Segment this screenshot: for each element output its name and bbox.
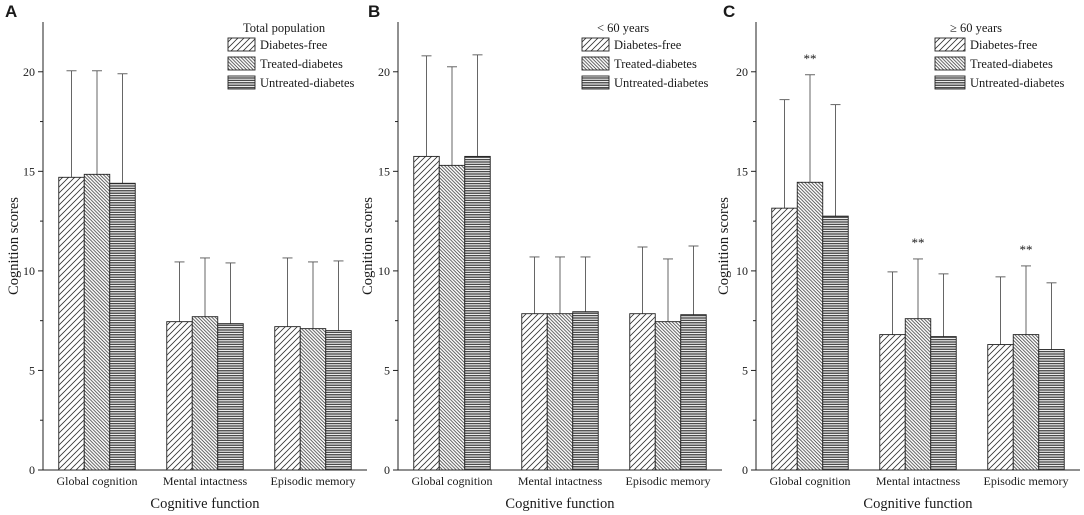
bar-diabetes-free [274, 326, 301, 471]
bar-treated-diabetes [83, 173, 111, 471]
bar-diabetes-free [771, 207, 798, 471]
legend-swatch [934, 56, 966, 71]
bar-treated-diabetes [546, 313, 574, 471]
legend-label: Treated-diabetes [260, 57, 343, 71]
bar-diabetes-free [987, 344, 1014, 471]
bar-treated-diabetes [654, 321, 682, 471]
bar-diabetes-free [166, 321, 193, 471]
bar-untreated-diabetes [822, 215, 849, 471]
x-axis-title: Cognitive function [150, 496, 260, 512]
bar-diabetes-free [413, 155, 440, 471]
legend-label: Diabetes-free [614, 38, 682, 52]
bar-treated-diabetes [191, 316, 219, 471]
x-category-label: Global cognition [57, 474, 138, 488]
legend-title: < 60 years [597, 21, 649, 35]
y-tick-label: 20 [736, 65, 748, 79]
x-category-label: Episodic memory [271, 474, 356, 488]
significance-marker: ** [804, 51, 817, 66]
y-tick-label: 5 [742, 363, 748, 377]
y-tick-label: 20 [23, 65, 35, 79]
bar-untreated-diabetes [572, 311, 599, 471]
bar-diabetes-free [58, 176, 85, 471]
y-tick-label: 0 [29, 463, 35, 477]
legend-label: Diabetes-free [970, 38, 1038, 52]
bar-untreated-diabetes [1038, 349, 1065, 471]
panel-letter: B [368, 2, 380, 21]
chart-panel-b: B 0 5 10 15 20 Global cognition Mental intactne… [360, 2, 722, 512]
bar-treated-diabetes [299, 328, 327, 471]
legend-label: Untreated-diabetes [614, 76, 709, 90]
x-category-label: Mental intactness [876, 474, 961, 488]
y-axis-title: Cognition scores [6, 197, 22, 295]
legend-label: Untreated-diabetes [970, 76, 1065, 90]
bar-diabetes-free [629, 313, 656, 471]
bar-treated-diabetes [1012, 334, 1040, 471]
y-tick-label: 5 [384, 363, 390, 377]
y-tick-label: 15 [378, 164, 390, 178]
x-category-label: Global cognition [770, 474, 851, 488]
legend-swatch [227, 56, 256, 71]
legend-swatch [581, 56, 610, 71]
y-tick-label: 0 [384, 463, 390, 477]
legend-swatch [227, 37, 256, 52]
y-tick-label: 15 [736, 164, 748, 178]
bar-untreated-diabetes [464, 155, 491, 471]
legend-label: Treated-diabetes [970, 57, 1053, 71]
y-tick-label: 0 [742, 463, 748, 477]
significance-marker: ** [1020, 242, 1033, 257]
legend-swatch [934, 37, 966, 52]
y-tick-label: 10 [378, 264, 390, 278]
x-category-label: Episodic memory [984, 474, 1069, 488]
legend-swatch [934, 75, 966, 90]
legend-swatch [227, 75, 256, 90]
x-category-label: Mental intactness [163, 474, 248, 488]
chart-panel-c: C 0 5 10 15 20 ** Global cognition ** Mental inta… [716, 2, 1080, 512]
legend: ≥ 60 years Diabetes-free Treated-diabetes U… [934, 21, 1065, 90]
bar-untreated-diabetes [217, 323, 244, 471]
legend-title: Total population [243, 21, 326, 35]
bar-treated-diabetes [438, 164, 466, 471]
legend-title: ≥ 60 years [950, 21, 1002, 35]
bar-treated-diabetes [796, 181, 824, 471]
y-tick-label: 15 [23, 164, 35, 178]
x-category-label: Episodic memory [626, 474, 711, 488]
y-tick-label: 5 [29, 363, 35, 377]
bar-untreated-diabetes [325, 330, 352, 471]
bar-untreated-diabetes [930, 336, 957, 471]
legend: Total population Diabetes-free Treated-dia… [227, 21, 355, 90]
chart-panel-a: A 0 5 10 15 20 Global cognition Mental intactne… [5, 2, 367, 512]
y-tick-label: 10 [23, 264, 35, 278]
bar-treated-diabetes [904, 318, 932, 471]
legend-label: Untreated-diabetes [260, 76, 355, 90]
bar-untreated-diabetes [109, 182, 136, 471]
legend-label: Diabetes-free [260, 38, 328, 52]
legend-swatch [581, 75, 610, 90]
y-axis-title: Cognition scores [716, 197, 732, 295]
x-category-label: Global cognition [412, 474, 493, 488]
panel-letter: C [723, 2, 735, 21]
significance-marker: ** [912, 235, 925, 250]
x-axis-title: Cognitive function [863, 496, 973, 512]
bar-diabetes-free [879, 334, 906, 471]
y-axis-title: Cognition scores [360, 197, 376, 295]
x-category-label: Mental intactness [518, 474, 603, 488]
y-tick-label: 20 [378, 65, 390, 79]
legend: < 60 years Diabetes-free Treated-diabetes U… [581, 21, 709, 90]
legend-label: Treated-diabetes [614, 57, 697, 71]
panel-letter: A [5, 2, 17, 21]
x-axis-title: Cognitive function [505, 496, 615, 512]
legend-swatch [581, 37, 610, 52]
bar-diabetes-free [521, 313, 548, 471]
bar-untreated-diabetes [680, 314, 707, 471]
y-tick-label: 10 [736, 264, 748, 278]
